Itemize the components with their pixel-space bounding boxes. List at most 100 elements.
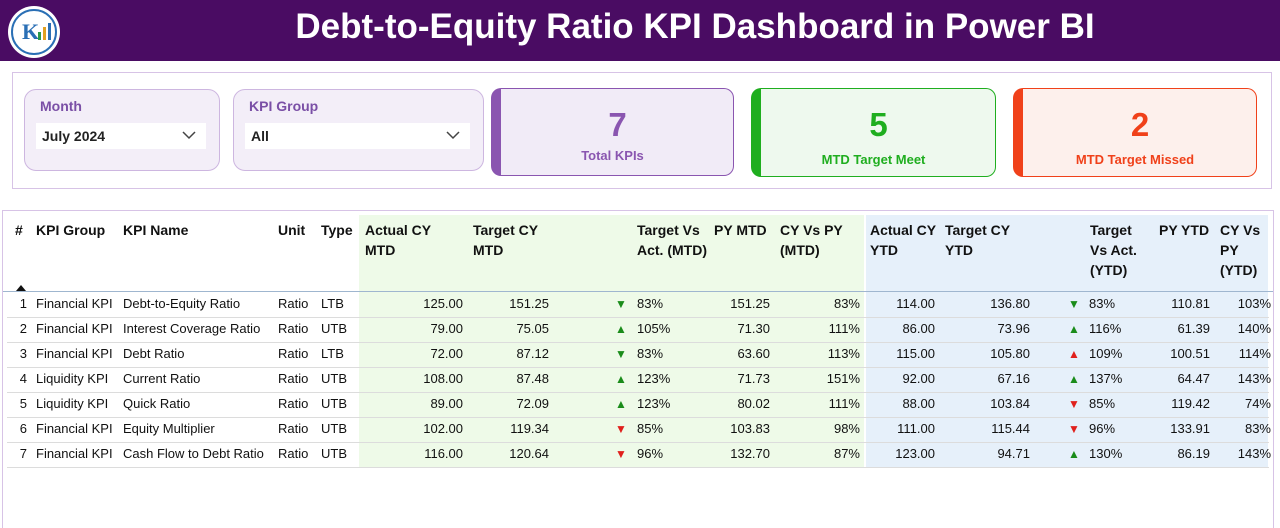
- column-header[interactable]: Unit: [278, 222, 306, 238]
- table-cell: 7: [19, 446, 27, 461]
- table-cell: 123%: [637, 396, 671, 411]
- table-cell: 83%: [637, 346, 664, 361]
- header-rule: [3, 291, 1273, 292]
- table-cell: 61.39: [1177, 321, 1210, 336]
- table-cell: Interest Coverage Ratio: [123, 321, 261, 336]
- table-cell: 94.71: [997, 446, 1030, 461]
- table-cell: Financial KPI: [36, 321, 113, 336]
- table-cell: 74%: [1244, 396, 1271, 411]
- column-header[interactable]: Target CY MTD: [473, 222, 538, 258]
- table-cell: Ratio: [278, 321, 309, 336]
- table-cell: 120.64: [509, 446, 549, 461]
- table-cell: 85%: [1089, 396, 1116, 411]
- table-cell: 116.00: [424, 446, 463, 461]
- column-header[interactable]: Target Vs Act. (MTD): [637, 222, 707, 258]
- table-cell: 96%: [1089, 421, 1116, 436]
- status-icon: ▼: [1068, 422, 1080, 436]
- row-rule: [7, 417, 1269, 418]
- kpi-card-value: 2: [1130, 106, 1150, 143]
- kpi-card-label: MTD Target Meet: [821, 152, 926, 167]
- slicer-label: KPI Group: [249, 98, 319, 114]
- column-header[interactable]: Actual CY YTD: [870, 222, 936, 258]
- header-bar: [0, 0, 1280, 61]
- table-cell: Ratio: [278, 346, 309, 361]
- status-icon: ▲: [615, 322, 627, 336]
- table-cell: 83%: [1089, 296, 1116, 311]
- table-cell: UTB: [321, 421, 347, 436]
- table-cell: 125.00: [423, 296, 463, 311]
- table-cell: UTB: [321, 446, 347, 461]
- row-rule: [7, 342, 1269, 343]
- table-cell: 75.05: [516, 321, 549, 336]
- table-cell: 151.25: [730, 296, 770, 311]
- table-cell: Quick Ratio: [123, 396, 191, 411]
- table-cell: 71.73: [737, 371, 770, 386]
- table-cell: 130%: [1089, 446, 1123, 461]
- table-cell: Financial KPI: [36, 346, 113, 361]
- table-cell: Liquidity KPI: [36, 371, 109, 386]
- table-cell: 72.09: [516, 396, 549, 411]
- slicer-label: Month: [40, 98, 82, 114]
- table-cell: 119.42: [1171, 396, 1210, 411]
- table-cell: 80.02: [737, 396, 770, 411]
- sort-indicator: [15, 279, 27, 291]
- table-cell: 73.96: [997, 321, 1030, 336]
- table-cell: 113%: [827, 346, 860, 361]
- table-cell: Debt Ratio: [123, 346, 185, 361]
- column-header[interactable]: CY Vs PY (YTD): [1220, 222, 1261, 278]
- table-cell: 103%: [1237, 296, 1271, 311]
- table-cell: 111%: [828, 321, 860, 336]
- table-cell: 123%: [637, 371, 671, 386]
- table-cell: 92.00: [902, 371, 935, 386]
- kpi-card: [491, 88, 734, 176]
- table-cell: 83%: [1244, 421, 1271, 436]
- column-header[interactable]: CY Vs PY (MTD): [780, 222, 843, 258]
- table-cell: 123.00: [895, 446, 935, 461]
- table-cell: 105%: [637, 321, 671, 336]
- table-cell: 116%: [1089, 321, 1122, 336]
- column-header[interactable]: #: [15, 222, 23, 238]
- status-icon: ▼: [615, 297, 627, 311]
- table-cell: 143%: [1237, 371, 1271, 386]
- kpi-card-value: 5: [869, 106, 888, 143]
- column-header[interactable]: Target Vs Act. (YTD): [1090, 222, 1137, 278]
- table-cell: 87%: [833, 446, 860, 461]
- status-icon: ▼: [615, 447, 627, 461]
- table-cell: Financial KPI: [36, 421, 113, 436]
- table-cell: 103.84: [990, 396, 1030, 411]
- table-cell: Equity Multiplier: [123, 421, 215, 436]
- status-icon: ▲: [1068, 447, 1080, 461]
- column-header[interactable]: PY YTD: [1159, 222, 1210, 238]
- table-cell: Liquidity KPI: [36, 396, 109, 411]
- column-header[interactable]: Target CY YTD: [945, 222, 1010, 258]
- kpi-card-label: MTD Target Missed: [1075, 152, 1195, 167]
- table-cell: UTB: [321, 371, 347, 386]
- table-cell: 119.34: [510, 421, 549, 436]
- table-cell: 136.80: [990, 296, 1030, 311]
- table-cell: UTB: [321, 321, 347, 336]
- table-cell: 115.00: [896, 346, 935, 361]
- slicer-dropdown[interactable]: July 2024: [36, 123, 206, 149]
- table-cell: 137%: [1089, 371, 1123, 386]
- column-header[interactable]: PY MTD: [714, 222, 767, 238]
- column-header[interactable]: KPI Group: [36, 222, 106, 238]
- svg-text:K: K: [22, 19, 39, 44]
- dropdown-chevron: [446, 128, 460, 142]
- row-rule: [7, 317, 1269, 318]
- table-cell: 133.91: [1170, 421, 1210, 436]
- column-header[interactable]: KPI Name: [123, 222, 189, 238]
- table-cell: 83%: [637, 296, 664, 311]
- table-cell: 87.48: [516, 371, 549, 386]
- table-cell: Current Ratio: [123, 371, 201, 386]
- table-cell: 111%: [828, 396, 860, 411]
- column-header[interactable]: Actual CY MTD: [365, 222, 431, 258]
- table-cell: 85%: [637, 421, 664, 436]
- table-cell: 108.00: [423, 371, 463, 386]
- slicer-dropdown[interactable]: All: [245, 123, 470, 149]
- table-cell: 6: [19, 421, 27, 436]
- table-cell: 2: [19, 321, 27, 336]
- table-cell: Ratio: [278, 371, 309, 386]
- status-icon: ▼: [1068, 397, 1080, 411]
- column-header[interactable]: Type: [321, 222, 353, 238]
